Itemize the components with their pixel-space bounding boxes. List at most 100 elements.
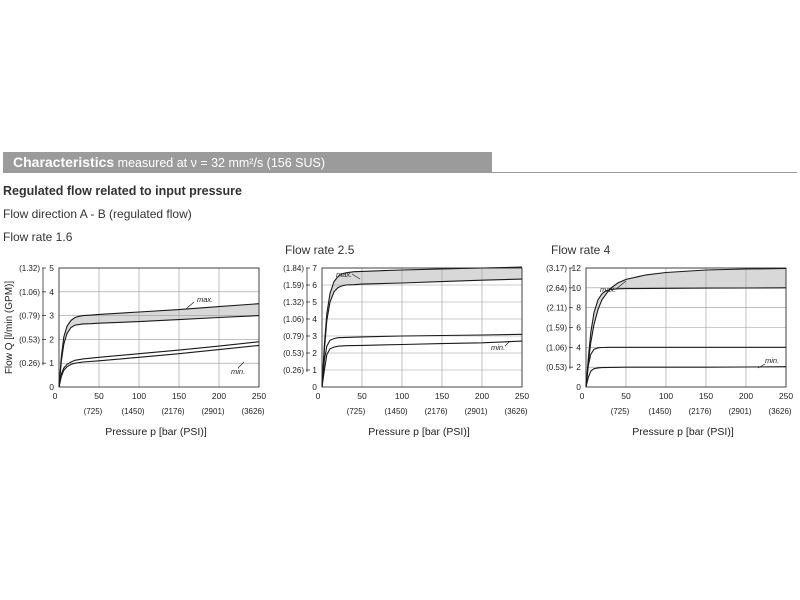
- x-tick-label: 200: [475, 391, 489, 401]
- x-tick-label: 100: [132, 391, 146, 401]
- x-axis-label: Pressure p [bar (PSI)]: [632, 426, 734, 438]
- chart-title-2: Flow rate 2.5: [285, 243, 355, 257]
- y-tick-label: 2: [49, 334, 54, 344]
- y-tick-label-gpm: (0.79): [19, 312, 40, 321]
- x-tick-label: 0: [580, 391, 585, 401]
- y-tick-label: 0: [312, 382, 317, 392]
- y-tick-label: 0: [576, 382, 581, 392]
- x-tick-label: 150: [172, 391, 186, 401]
- annotation-leader: [504, 340, 511, 347]
- y-tick-label: 2: [312, 348, 317, 358]
- series-line: [585, 287, 787, 388]
- x-tick-label: 250: [252, 391, 266, 401]
- y-tick-label: 12: [572, 263, 582, 273]
- y-tick-label-gpm: (2.64): [546, 284, 567, 293]
- annotation-max: max.: [197, 295, 213, 304]
- x-tick-label-psi: (1450): [384, 407, 407, 416]
- x-tick-label: 250: [515, 391, 529, 401]
- series-line: [321, 333, 523, 388]
- y-tick-label: 5: [49, 263, 54, 273]
- annotation-max: max.: [600, 285, 616, 294]
- y-tick-label-gpm: (1.84): [283, 264, 304, 273]
- series-line: [585, 267, 787, 388]
- x-axis-label: Pressure p [bar (PSI)]: [105, 426, 207, 438]
- series-line: [58, 315, 260, 388]
- y-tick-label-gpm: (1.06): [546, 343, 567, 352]
- y-tick-label: 4: [49, 287, 54, 297]
- annotation-leader: [237, 361, 245, 369]
- y-tick-label: 10: [572, 283, 582, 293]
- y-tick-label-gpm: (0.26): [283, 366, 304, 375]
- x-tick-label-psi: (3626): [504, 407, 527, 416]
- series-line: [585, 366, 787, 388]
- y-tick-label-gpm: (2.11): [547, 304, 568, 313]
- plot-frame: [321, 267, 523, 388]
- x-tick-label: 50: [94, 391, 104, 401]
- y-tick-label: 2: [576, 362, 581, 372]
- x-tick-label-psi: (3626): [768, 407, 791, 416]
- x-tick-label: 0: [53, 391, 58, 401]
- y-tick-label: 3: [49, 311, 54, 321]
- annotation-min: min.: [491, 343, 505, 352]
- annotation-leader: [351, 273, 361, 280]
- y-tick-label-gpm: (1.06): [283, 315, 304, 324]
- x-tick-label-psi: (725): [84, 407, 103, 416]
- section-header-bar: [3, 152, 492, 173]
- x-tick-label: 200: [739, 391, 753, 401]
- series-line: [321, 340, 523, 388]
- x-tick-label: 250: [779, 391, 793, 401]
- y-tick-label-gpm: (3.17): [546, 264, 567, 273]
- subtitle: Regulated flow related to input pressure: [3, 184, 242, 198]
- series-line: [321, 278, 523, 388]
- x-tick-label-psi: (1450): [648, 407, 671, 416]
- x-tick-label-psi: (725): [611, 407, 630, 416]
- annotation-leader: [185, 301, 195, 310]
- plot-frame: [58, 267, 260, 388]
- chart-title-1: Flow rate 1.6: [3, 230, 73, 244]
- series-line: [58, 303, 260, 388]
- series-line: [58, 344, 260, 388]
- annotation-leader: [615, 280, 627, 290]
- y-tick-label-gpm: (1.32): [283, 298, 304, 307]
- y-tick-label-gpm: (1.59): [283, 281, 304, 290]
- x-tick-label: 100: [659, 391, 673, 401]
- x-tick-label: 100: [395, 391, 409, 401]
- y-tick-label: 1: [49, 358, 54, 368]
- x-tick-label-psi: (3626): [241, 407, 264, 416]
- regulation-band: [586, 268, 786, 387]
- series-line: [585, 346, 786, 388]
- annotation-min: min.: [231, 367, 245, 376]
- x-tick-label: 150: [435, 391, 449, 401]
- y-axis-label: Flow Q [l/min (GPM)]: [4, 281, 15, 375]
- x-tick-label-psi: (2176): [424, 407, 447, 416]
- x-tick-label-psi: (2176): [161, 407, 184, 416]
- x-tick-label-psi: (2901): [201, 407, 224, 416]
- annotation-min: min.: [765, 356, 779, 365]
- y-tick-label: 0: [49, 382, 54, 392]
- y-tick-label: 6: [576, 323, 581, 333]
- y-tick-label-gpm: (1.32): [19, 264, 40, 273]
- x-tick-label-psi: (1450): [121, 407, 144, 416]
- y-tick-label: 6: [312, 280, 317, 290]
- section-title-conditions: measured at ν = 32 mm²/s (156 SUS): [117, 156, 326, 170]
- x-tick-label-psi: (2901): [464, 407, 487, 416]
- series-line: [58, 341, 260, 388]
- x-tick-label: 150: [699, 391, 713, 401]
- chart-title-3: Flow rate 4: [551, 243, 611, 257]
- section-title: Characteristics: [13, 154, 115, 170]
- y-tick-label: 3: [312, 331, 317, 341]
- y-tick-label-gpm: (1.59): [546, 324, 567, 333]
- x-tick-label-psi: (2901): [728, 407, 751, 416]
- x-axis-label: Pressure p [bar (PSI)]: [368, 426, 470, 438]
- y-tick-label-gpm: (0.53): [283, 349, 304, 358]
- section-rule: [492, 172, 797, 173]
- y-tick-label-gpm: (0.53): [19, 335, 40, 344]
- y-tick-label: 7: [312, 263, 317, 273]
- y-tick-label: 1: [312, 365, 317, 375]
- annotation-leader: [757, 363, 766, 369]
- y-tick-label-gpm: (0.26): [19, 359, 40, 368]
- x-tick-label: 0: [316, 391, 321, 401]
